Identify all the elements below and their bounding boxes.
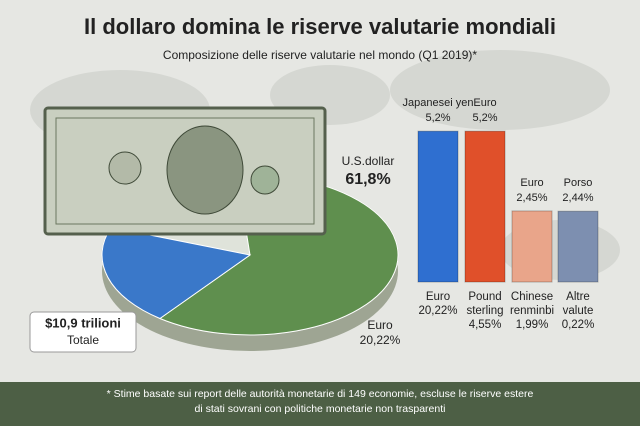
- bar: [557, 210, 599, 283]
- bar-value: 5,2%: [472, 112, 497, 124]
- bar-label: Porso: [564, 177, 593, 189]
- bar-caption: 1,99%: [516, 319, 549, 331]
- bar-caption: Pound: [468, 291, 501, 303]
- bar-value: 2,44%: [562, 192, 593, 204]
- bar-label: Japanesei yen: [403, 97, 474, 109]
- total-label: Totale: [67, 333, 99, 347]
- total-value: $10,9 trilioni: [45, 315, 121, 330]
- bar-caption: 4,55%: [469, 319, 502, 331]
- slice-label: U.S.dollar: [342, 154, 395, 168]
- total-box: [29, 311, 137, 353]
- bar-value: 5,2%: [425, 112, 450, 124]
- bar-caption: renminbi: [510, 305, 554, 317]
- footnote: di stati sovrani con politiche monetarie…: [195, 403, 446, 415]
- bar-caption: valute: [563, 305, 594, 317]
- bar-caption: Chinese: [511, 291, 553, 303]
- bar-caption: Euro: [426, 291, 450, 303]
- footer-band: [0, 382, 640, 426]
- banknote: [43, 106, 327, 236]
- bar-label: Euro: [473, 97, 496, 109]
- bar: [511, 210, 553, 283]
- bar: [464, 130, 506, 283]
- bar-caption: Altre: [566, 291, 590, 303]
- slice-value: 20,22%: [360, 333, 401, 347]
- bar-caption: sterling: [466, 305, 503, 317]
- subtitle: Composizione delle riserve valutarie nel…: [163, 48, 477, 62]
- bar-value: 2,45%: [516, 192, 547, 204]
- bar: [417, 130, 459, 283]
- slice-value: 61,8%: [345, 171, 390, 188]
- bar-caption: 0,22%: [562, 319, 595, 331]
- slice-label: Euro: [367, 318, 393, 332]
- bar-caption: 20,22%: [418, 305, 457, 317]
- title: Il dollaro domina le riserve valutarie m…: [84, 14, 556, 39]
- bar-chart: Japanesei yen 5,2% Euro 20,22% Euro 5,2% Pound…: [403, 97, 599, 331]
- footnote: * Stime basate sui report delle autorità…: [107, 388, 534, 400]
- bar-label: Euro: [520, 177, 543, 189]
- pie-slice: [101, 226, 252, 320]
